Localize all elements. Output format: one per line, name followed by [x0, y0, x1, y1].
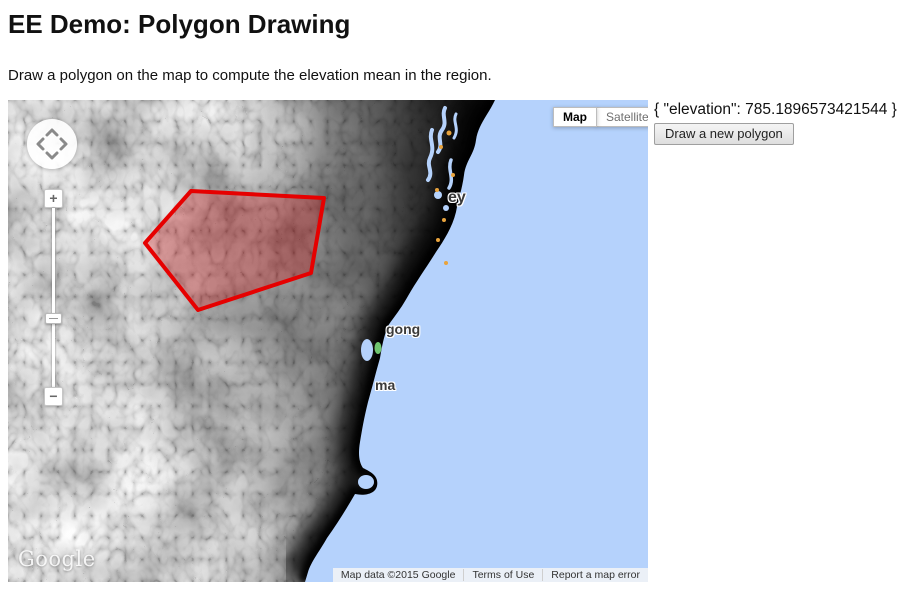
pan-left-icon [36, 137, 45, 151]
harbour-inlets [426, 106, 458, 190]
results-panel: { "elevation": 785.1896573421544 } Draw … [654, 100, 897, 145]
drawn-polygon[interactable] [143, 189, 326, 312]
pan-up-icon [45, 128, 59, 137]
map-canvas[interactable]: + − Map Satellite ey gong ma Google Map … [8, 100, 648, 582]
pan-right-icon [59, 137, 68, 151]
pan-arrows-icon [36, 128, 68, 160]
elevation-result: { "elevation": 785.1896573421544 } [654, 101, 897, 118]
map-data-credit: Map data ©2015 Google [340, 569, 456, 581]
coastal-water-patches [358, 191, 449, 489]
draw-new-polygon-button[interactable]: Draw a new polygon [654, 123, 794, 145]
page-subtitle: Draw a polygon on the map to compute the… [8, 67, 492, 84]
page-title: EE Demo: Polygon Drawing [8, 9, 351, 39]
zoom-slider-track[interactable] [52, 208, 55, 395]
map-type-map-button[interactable]: Map [553, 107, 597, 127]
pan-down-icon [45, 151, 59, 160]
map-type-satellite-button[interactable]: Satellite [596, 107, 648, 127]
zoom-in-button[interactable]: + [44, 189, 63, 208]
zoom-out-button[interactable]: − [44, 387, 63, 406]
google-logo[interactable]: Google [18, 547, 96, 571]
map-type-control: Map Satellite [553, 107, 648, 127]
pan-control[interactable] [27, 119, 77, 169]
park-patch [374, 342, 382, 354]
terms-of-use-link[interactable]: Terms of Use [463, 569, 542, 581]
content-row: + − Map Satellite ey gong ma Google Map … [8, 100, 905, 582]
map-attribution: Map data ©2015 Google Terms of Use Repor… [332, 568, 648, 582]
report-map-error-link[interactable]: Report a map error [542, 569, 648, 581]
zoom-slider-handle[interactable] [45, 313, 62, 324]
elevation-terrain-image [8, 100, 648, 582]
urban-patches [435, 130, 455, 265]
